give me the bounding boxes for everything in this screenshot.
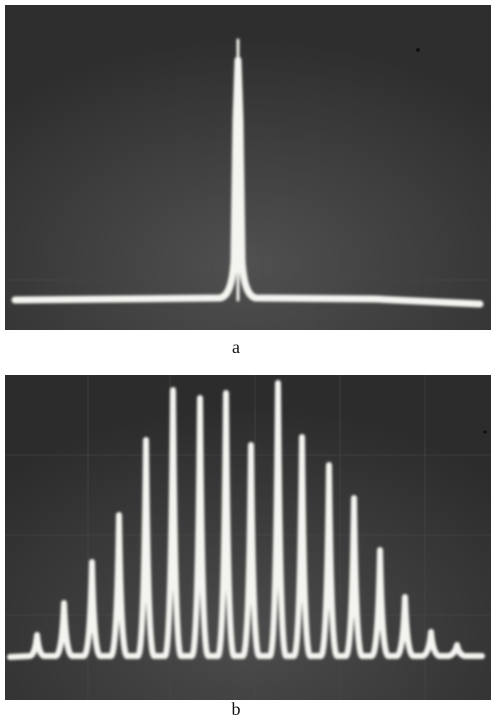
panel-label: a bbox=[232, 337, 240, 357]
panel-b bbox=[5, 375, 491, 700]
trace bbox=[7, 380, 485, 660]
panel-label: b bbox=[232, 699, 241, 719]
trace bbox=[11, 38, 484, 308]
dot bbox=[416, 48, 420, 52]
screen bbox=[5, 5, 491, 330]
dot bbox=[483, 430, 487, 434]
panel-a bbox=[5, 5, 491, 330]
